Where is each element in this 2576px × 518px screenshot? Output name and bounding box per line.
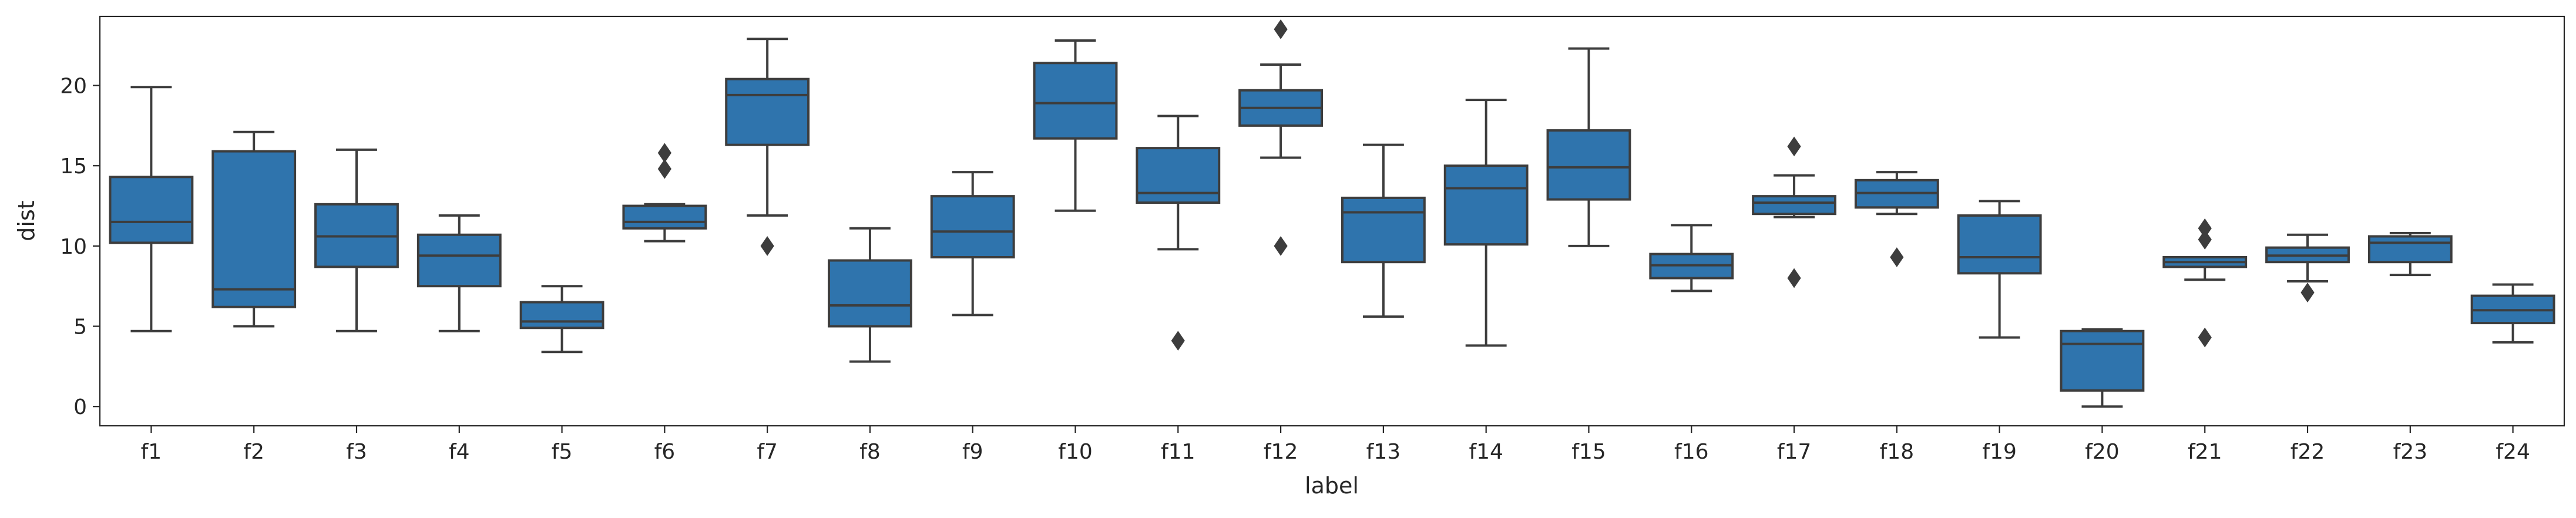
box-iqr xyxy=(109,176,194,244)
box-group-f24 xyxy=(2470,283,2555,344)
x-tick-label: f5 xyxy=(552,440,573,464)
x-tick-label: f13 xyxy=(1366,440,1400,464)
box-group-f15 xyxy=(1546,47,1631,247)
box-group-f18 xyxy=(1854,171,1939,267)
x-tick-label: f15 xyxy=(1571,440,1606,464)
y-tick-label: 20 xyxy=(60,75,87,99)
box-group-f14 xyxy=(1443,99,1529,347)
box-group-f5 xyxy=(519,285,604,354)
outlier-point xyxy=(2198,230,2212,250)
box-group-f3 xyxy=(314,148,399,332)
box-group-f11 xyxy=(1136,115,1221,351)
x-tick-label: f18 xyxy=(1880,440,1914,464)
y-tick-label: 0 xyxy=(73,395,87,419)
box-iqr xyxy=(1341,196,1426,264)
box-group-f10 xyxy=(1033,39,1118,212)
x-tick-label: f16 xyxy=(1674,440,1708,464)
x-tick-label: f7 xyxy=(757,440,778,464)
box-iqr xyxy=(622,204,707,230)
x-tick-label: f10 xyxy=(1058,440,1092,464)
box-group-f2 xyxy=(211,130,297,328)
plot-frame xyxy=(99,15,2565,427)
box-group-f19 xyxy=(1957,200,2042,339)
box-group-f21 xyxy=(2162,218,2248,348)
x-tick-label: f22 xyxy=(2290,440,2325,464)
outlier-point xyxy=(1274,19,1288,39)
box-iqr xyxy=(2060,329,2145,392)
x-axis: f1 f2 f3 f4 f5 f6 f7 f8 f9 f10 f11 f12 f13 f14 f15 f16 f… xyxy=(141,426,2530,464)
box-group-f7 xyxy=(725,38,810,256)
outlier-point xyxy=(2198,327,2212,348)
box-group-f1 xyxy=(109,86,194,332)
boxes-layer xyxy=(109,19,2555,408)
box-group-f13 xyxy=(1341,143,1426,318)
box-group-f20 xyxy=(2060,328,2145,408)
outlier-point xyxy=(1787,268,1801,288)
box-group-f9 xyxy=(930,171,1015,317)
box-iqr xyxy=(519,301,604,329)
x-tick-label: f11 xyxy=(1161,440,1195,464)
outlier-point xyxy=(1274,236,1288,256)
box-iqr xyxy=(1752,195,1836,216)
x-tick-label: f23 xyxy=(2393,440,2427,464)
x-tick-label: f14 xyxy=(1469,440,1503,464)
y-tick-label: 10 xyxy=(60,235,87,259)
box-iqr xyxy=(417,233,502,288)
y-axis: 0 5 10 15 20 xyxy=(60,75,100,419)
outlier-point xyxy=(1171,331,1185,351)
x-tick-label: f20 xyxy=(2085,440,2119,464)
box-iqr xyxy=(828,259,912,328)
x-tick-label: f8 xyxy=(859,440,881,464)
box-group-f16 xyxy=(1649,224,1734,292)
box-group-f12 xyxy=(1238,19,1324,256)
box-iqr xyxy=(930,195,1015,258)
x-tick-label: f21 xyxy=(2188,440,2222,464)
y-tick-label: 15 xyxy=(60,154,87,179)
box-iqr xyxy=(1443,164,1529,246)
x-tick-label: f12 xyxy=(1264,440,1298,464)
y-axis-label: dist xyxy=(14,200,39,241)
box-group-f22 xyxy=(2265,233,2350,303)
outlier-point xyxy=(657,159,671,179)
x-tick-label: f4 xyxy=(449,440,470,464)
box-iqr xyxy=(211,150,297,308)
box-iqr xyxy=(1546,129,1631,201)
outlier-point xyxy=(2300,282,2315,303)
x-tick-label: f2 xyxy=(243,440,264,464)
outlier-point xyxy=(760,236,774,256)
x-tick-label: f19 xyxy=(1982,440,2016,464)
box-iqr xyxy=(2367,235,2453,264)
x-tick-label: f3 xyxy=(346,440,367,464)
x-axis-label: label xyxy=(1305,473,1359,499)
box-group-f17 xyxy=(1752,136,1836,288)
x-tick-label: f17 xyxy=(1777,440,1811,464)
y-tick-label: 5 xyxy=(73,315,87,339)
outlier-point xyxy=(1890,247,1904,267)
outlier-point xyxy=(2198,218,2212,238)
box-iqr xyxy=(725,78,810,146)
box-iqr xyxy=(1957,214,2042,275)
box-group-f4 xyxy=(417,214,502,332)
x-tick-label: f24 xyxy=(2496,440,2530,464)
box-iqr xyxy=(1136,147,1221,204)
x-tick-label: f9 xyxy=(962,440,983,464)
outlier-point xyxy=(657,143,671,163)
x-tick-label: f1 xyxy=(141,440,162,464)
box-iqr xyxy=(1033,62,1118,140)
box-group-f8 xyxy=(828,227,912,363)
box-group-f6 xyxy=(622,143,707,243)
x-tick-label: f6 xyxy=(654,440,676,464)
outlier-point xyxy=(1787,136,1801,157)
box-group-f23 xyxy=(2367,232,2453,277)
